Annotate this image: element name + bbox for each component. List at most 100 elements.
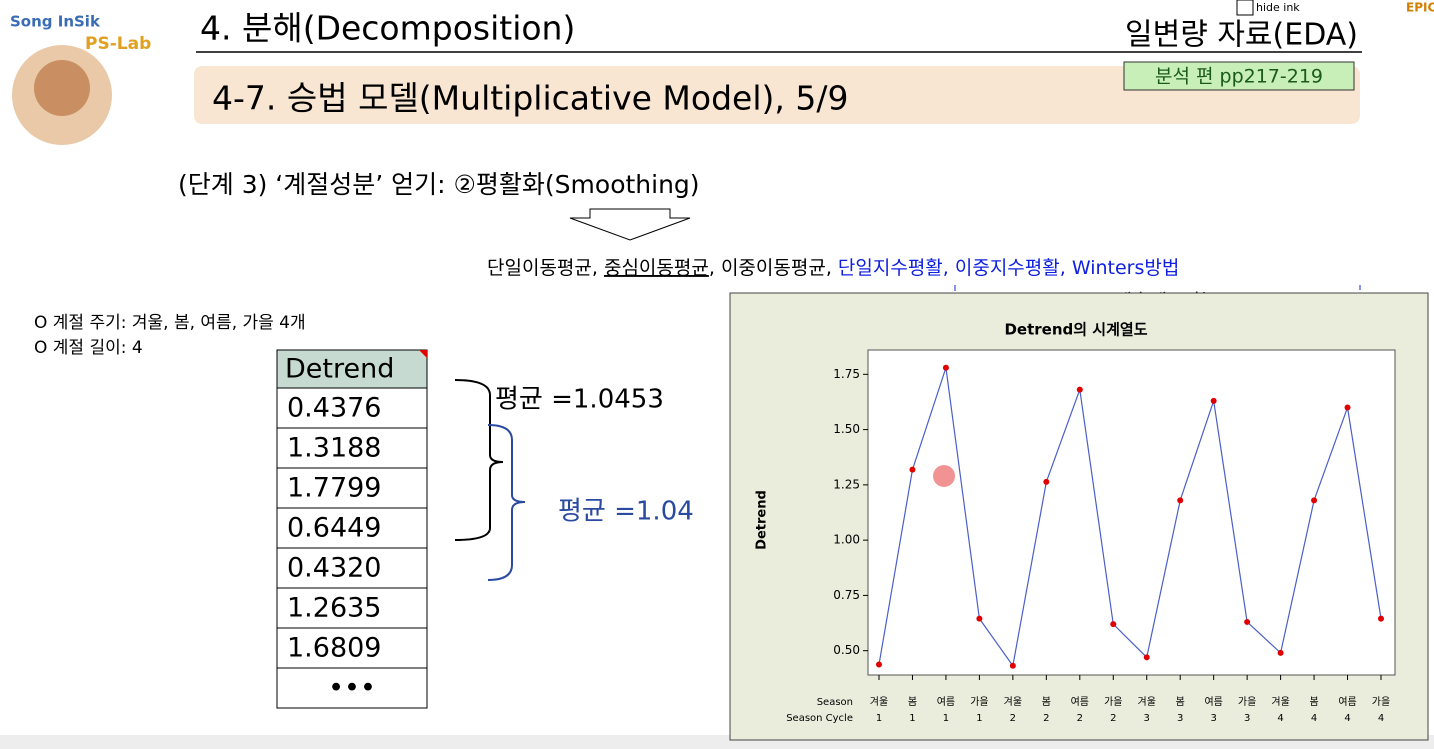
y-tick-label: 1.00 xyxy=(833,533,860,547)
x-tick-cycle: 4 xyxy=(1344,713,1350,724)
point xyxy=(1043,478,1050,485)
plot-area xyxy=(867,349,1396,676)
step: (단계 3) ‘계절성분’ 얻기: ②평활화(Smoothing) xyxy=(178,170,700,199)
x-tick-label: 여름 xyxy=(1338,696,1356,708)
x-tick-cycle: 3 xyxy=(1177,713,1183,724)
table-value: 1.2635 xyxy=(287,593,381,624)
y-axis-label: Detrend xyxy=(755,490,770,550)
method: 단일지수평활, 이중지수평활, Winters방법 xyxy=(838,257,1179,279)
x-tick-label: 봄 xyxy=(908,696,917,708)
table-value: 0.4320 xyxy=(287,553,381,584)
x-tick-cycle: 3 xyxy=(1210,713,1216,724)
point xyxy=(1378,615,1384,622)
header-section: 일변량 자료(EDA) xyxy=(1125,18,1358,53)
reference-box xyxy=(1123,61,1355,91)
logo-name: Song InSik xyxy=(10,13,101,31)
reference: 분석 편 pp217-219 xyxy=(1155,66,1323,88)
x-tick-cycle: 4 xyxy=(1311,713,1317,724)
x-tick-label: 여름 xyxy=(1204,696,1222,708)
y-tick-label: 1.75 xyxy=(833,367,860,381)
table-cell xyxy=(276,507,428,549)
x-tick-cycle: 3 xyxy=(1244,713,1250,724)
table-value: 0.4376 xyxy=(287,393,381,424)
point xyxy=(1277,649,1284,656)
x-tick-label: 겨울 xyxy=(1004,696,1022,708)
chart: 0.50 0.75 1.00 1.25 1.50 1.75 겨울 1 봄 1 여름 1 가을 1 겨울 2 봄 2… xyxy=(833,364,1390,724)
header-title: 4. 분해(Decomposition) xyxy=(200,9,575,48)
table-header-cell xyxy=(276,349,428,389)
down-arrow xyxy=(569,208,691,241)
bracket xyxy=(454,379,504,541)
x-tick-cycle: 1 xyxy=(943,713,949,724)
x-tick-cycle: 2 xyxy=(1043,713,1049,724)
point xyxy=(1143,654,1150,661)
point xyxy=(909,466,916,473)
table-value: 0.6449 xyxy=(287,513,381,544)
table-value: 1.7799 xyxy=(287,473,381,504)
point xyxy=(1244,618,1251,625)
y-tick-label: 1.50 xyxy=(833,422,860,436)
point xyxy=(1009,662,1016,669)
y-tick-label: 1.25 xyxy=(833,477,860,491)
x-tick-label: 가을 xyxy=(1104,696,1122,708)
portrait-face xyxy=(34,60,90,116)
logo-lab: PS-Lab xyxy=(85,34,151,54)
table-header: Detrend xyxy=(285,354,394,385)
corner-mark xyxy=(419,350,427,358)
x-tick-label: 가을 xyxy=(1238,696,1256,708)
corner-label: EPIC xyxy=(1406,1,1434,15)
y-tick-label: 0.50 xyxy=(833,643,860,657)
point xyxy=(1311,497,1318,504)
table-cell xyxy=(276,667,428,709)
x-tick-label: 봄 xyxy=(1176,696,1185,708)
method: , 이중이동평균, xyxy=(709,257,838,279)
point xyxy=(1177,497,1184,504)
bracket-label: 평균 =1.04 xyxy=(558,497,694,527)
x-tick-cycle: 2 xyxy=(1110,713,1116,724)
x-tick-label: 여름 xyxy=(937,696,955,708)
point xyxy=(1344,404,1351,411)
method: 중심이동평균 xyxy=(604,257,709,279)
table-cell xyxy=(276,387,428,429)
x-tick-label: 가을 xyxy=(1372,696,1390,708)
x-tick-cycle: 1 xyxy=(909,713,915,724)
subtitle-title: 4-7. 승법 모델(Multiplicative Model), 5/9 xyxy=(212,79,848,118)
point xyxy=(1076,386,1083,393)
x-tick-cycle: 2 xyxy=(1077,713,1083,724)
point xyxy=(1210,397,1217,404)
series-line xyxy=(878,367,1382,668)
x-tick-cycle: 1 xyxy=(876,713,882,724)
point xyxy=(942,364,949,371)
chart-title: Detrend의 시계열도 xyxy=(1004,321,1147,339)
methods: 단일이동평균, 중심이동평균, 이중이동평균, 단일지수평활, 이중지수평활, … xyxy=(487,257,1179,279)
table-value: 1.3188 xyxy=(287,433,381,464)
cursor-highlight xyxy=(933,465,955,487)
note: O 계절 주기: 겨울, 봄, 여름, 가을 4개 xyxy=(34,313,306,333)
x-tick-cycle: 4 xyxy=(1277,713,1283,724)
table-cell xyxy=(276,587,428,629)
row-label: Season xyxy=(817,697,853,708)
x-tick-cycle: 4 xyxy=(1378,713,1384,724)
y-tick-label: 0.75 xyxy=(833,588,860,602)
x-tick-label: 여름 xyxy=(1071,696,1089,708)
point xyxy=(876,661,882,668)
x-tick-label: 겨울 xyxy=(1271,696,1289,708)
table-cell xyxy=(276,547,428,589)
point xyxy=(1110,621,1117,628)
table: Detrend 0.4376 1.3188 1.7799 0.6449 0.4320 1.2… xyxy=(276,349,428,709)
x-tick-label: 가을 xyxy=(970,696,988,708)
bracket xyxy=(487,424,526,581)
x-tick-label: 겨울 xyxy=(1138,696,1156,708)
hide-ink-button[interactable] xyxy=(1236,0,1254,16)
hide-ink-label[interactable]: hide ink xyxy=(1256,1,1300,14)
row-label: Season Cycle xyxy=(786,713,853,724)
point xyxy=(976,615,983,622)
x-tick-label: 겨울 xyxy=(870,696,888,708)
table-value: ••• xyxy=(328,673,376,704)
x-tick-label: 봄 xyxy=(1042,696,1051,708)
x-tick-label: 봄 xyxy=(1309,696,1318,708)
bracket-label: 평균 =1.0453 xyxy=(495,385,664,415)
method: 단일이동평균, xyxy=(487,257,604,279)
